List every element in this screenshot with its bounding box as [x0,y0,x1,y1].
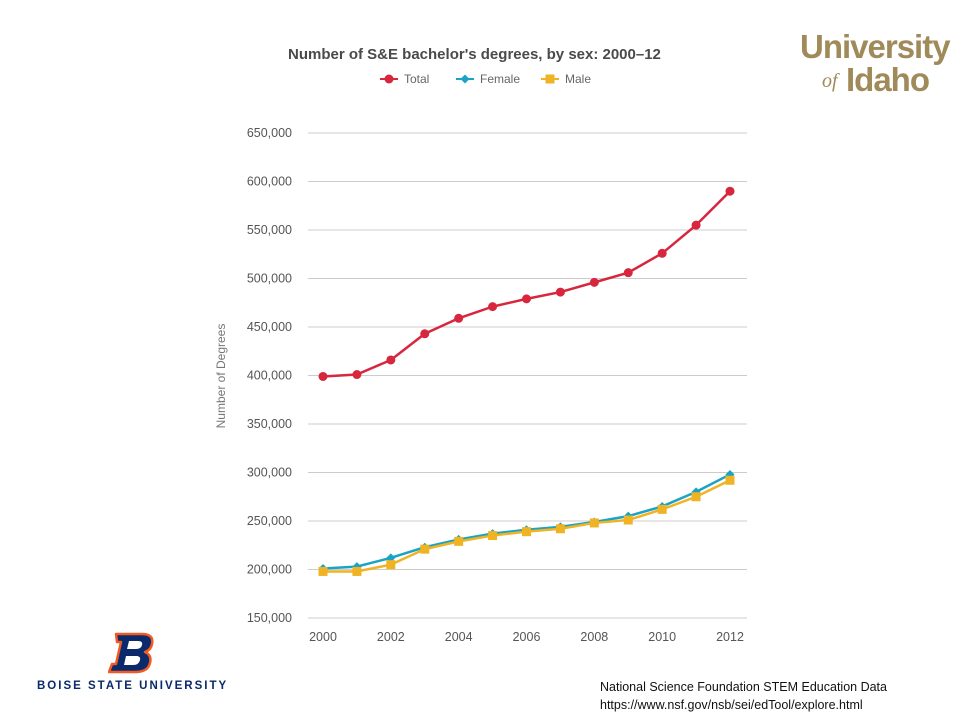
university-of-idaho-logo: University of Idaho [800,28,955,98]
legend: Total Female Male [380,72,591,86]
data-point-male [318,566,328,576]
boise-state-b-icon [108,632,154,674]
y-tick-label: 550,000 [247,223,292,237]
data-point-total [522,294,531,304]
legend-item-female: Female [456,72,520,86]
y-tick-label: 150,000 [247,611,292,625]
data-point-total [589,277,599,287]
y-tick-label: 300,000 [247,466,292,480]
legend-label: Female [480,72,520,86]
data-point-total [657,248,667,258]
y-axis-ticks: 650,000 600,000 550,000 500,000 450,000 400,0… [247,126,292,625]
source-line-1: National Science Foundation STEM Educati… [600,680,887,694]
y-tick-label: 650,000 [247,126,292,140]
x-tick-label: 2000 [309,630,337,644]
data-point-total [555,287,565,297]
data-point-total [725,186,735,196]
source-citation: National Science Foundation STEM Educati… [600,678,887,714]
legend-label: Total [404,72,429,86]
data-point-male [488,531,498,541]
x-tick-label: 2006 [513,630,541,644]
data-point-male [352,566,362,576]
x-axis-ticks: 2000 2002 2004 2006 2008 2010 2012 [309,630,744,644]
y-tick-label: 450,000 [247,320,292,334]
source-url: https://www.nsf.gov/nsb/sei/edTool/explo… [600,698,863,712]
data-point-total [318,371,328,381]
chart-title: Number of S&E bachelor's degrees, by sex… [288,46,661,63]
boise-state-university-name: BOISE STATE UNIVERSITY [37,680,229,692]
data-point-male [420,544,430,554]
legend-item-total: Total [380,72,429,86]
y-tick-label: 400,000 [247,369,292,383]
y-tick-label: 350,000 [247,417,292,431]
series-total [318,186,735,381]
series-male [318,475,735,576]
data-point-male [454,536,464,546]
y-tick-label: 600,000 [247,175,292,189]
x-tick-label: 2004 [445,630,473,644]
y-tick-label: 250,000 [247,514,292,528]
x-tick-label: 2010 [648,630,676,644]
legend-marker [545,74,555,84]
data-point-female [386,553,396,563]
data-point-total [488,302,498,312]
legend-label: Male [565,72,591,86]
legend-marker [460,74,470,84]
data-point-total [623,268,633,278]
gridlines [308,132,747,619]
uidaho-logo-university: University [800,28,951,65]
data-point-total [691,220,701,230]
x-tick-label: 2002 [377,630,405,644]
y-tick-label: 500,000 [247,272,292,286]
legend-item-male: Male [541,72,591,86]
data-point-total [386,355,396,365]
data-point-total [420,329,430,339]
uidaho-logo-idaho: Idaho [846,61,930,98]
data-point-male [555,524,565,534]
data-point-male [386,560,396,570]
x-tick-label: 2008 [580,630,608,644]
data-point-total [352,370,362,380]
uidaho-logo-of: of [822,70,838,92]
data-point-male [725,475,735,485]
legend-marker [384,74,394,84]
data-point-male [623,515,633,525]
series-group [318,186,735,576]
data-point-male [691,492,701,502]
series-line-total [322,190,731,378]
y-tick-label: 200,000 [247,563,292,577]
data-point-male [657,504,667,514]
data-point-male [589,518,599,528]
data-point-male [522,527,531,537]
x-tick-label: 2012 [716,630,744,644]
data-point-total [454,313,464,323]
y-axis-label: Number of Degrees [214,324,228,429]
